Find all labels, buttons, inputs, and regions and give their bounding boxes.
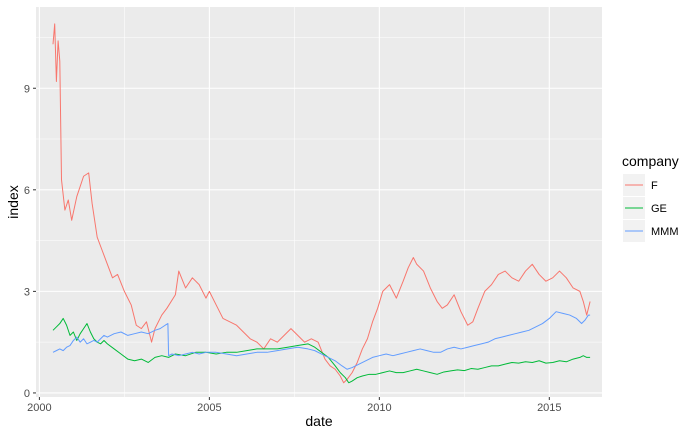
minor-gridlines (36, 7, 602, 397)
legend-label-ge: GE (651, 203, 667, 215)
x-axis-title: date (305, 413, 332, 429)
y-axis-tick-labels: 0 3 6 9 (24, 83, 30, 400)
x-tick-label: 2005 (197, 402, 221, 414)
legend: company F GE MMM (622, 153, 679, 242)
series-line-mmm (52, 311, 591, 370)
y-tick-label: 9 (24, 83, 30, 95)
legend-label-mmm: MMM (651, 226, 679, 238)
y-tick-label: 3 (24, 286, 30, 298)
legend-label-f: F (651, 180, 658, 192)
series-line-f (52, 23, 591, 384)
x-tick-label: 2015 (537, 402, 561, 414)
major-gridlines (36, 7, 602, 397)
x-tick-label: 2000 (27, 402, 51, 414)
x-tick-label: 2010 (367, 402, 391, 414)
y-tick-label: 0 (24, 388, 30, 400)
y-tick-label: 6 (24, 185, 30, 197)
plot-panel (36, 7, 602, 397)
y-axis-title: index (5, 185, 21, 218)
legend-items: F GE MMM (623, 174, 679, 242)
axis-ticks (33, 87, 550, 400)
x-axis-tick-labels: 2000 2005 2010 2015 (27, 402, 561, 414)
series-lines (52, 23, 591, 384)
legend-title: company (622, 153, 679, 169)
